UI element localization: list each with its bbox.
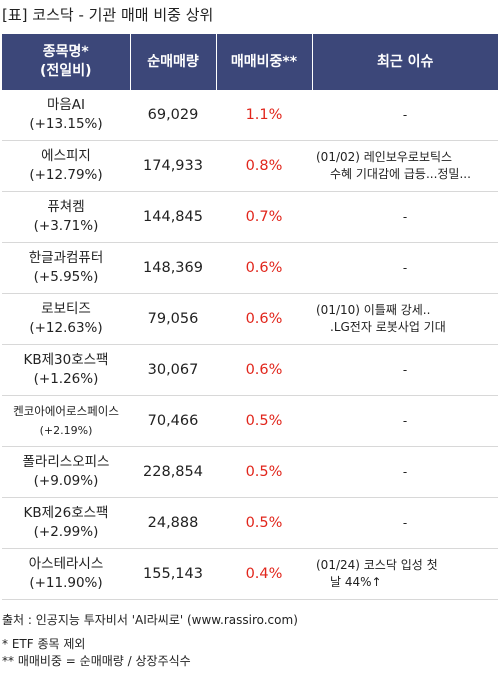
net-volume: 228,854	[130, 446, 216, 498]
header-name-line2: (전일비)	[40, 63, 92, 79]
stock-name[interactable]: 켄코아에어로스페이스	[13, 404, 119, 418]
table-row: 로보티즈 (+12.63%) 79,056 0.6% (01/10) 이틀째 강세...…	[2, 293, 498, 345]
table-row: 한글과컴퓨터 (+5.95%) 148,369 0.6% -	[2, 242, 498, 294]
net-volume: 148,369	[130, 242, 216, 294]
trading-ratio: 0.4%	[216, 548, 312, 600]
trading-ratio: 0.6%	[216, 293, 312, 345]
recent-issue: -	[312, 191, 498, 243]
net-volume: 79,056	[130, 293, 216, 345]
stock-change: (+13.15%)	[29, 116, 103, 132]
stock-name-cell: 마음AI (+13.15%)	[2, 90, 130, 141]
table-row: KB제30호스팩 (+1.26%) 30,067 0.6% -	[2, 344, 498, 396]
net-volume: 70,466	[130, 395, 216, 447]
stock-name-cell: 켄코아에어로스페이스 (+2.19%)	[2, 395, 130, 447]
issue-line1: -	[402, 209, 408, 224]
recent-issue[interactable]: (01/10) 이틀째 강세.. .LG전자 로봇사업 기대	[312, 293, 498, 345]
trading-ratio: 0.5%	[216, 395, 312, 447]
stock-change: (+9.09%)	[33, 473, 99, 489]
stock-name[interactable]: 퓨쳐켐	[47, 199, 85, 215]
trading-ratio: 0.6%	[216, 242, 312, 294]
trading-ratio: 1.1%	[216, 90, 312, 141]
issue-line1: -	[402, 464, 408, 479]
source-note: 출처 : 인공지능 투자비서 'AI라씨로' (www.rassiro.com)	[2, 613, 298, 627]
stock-name[interactable]: KB제30호스팩	[23, 352, 109, 368]
recent-issue: -	[312, 90, 498, 141]
recent-issue: -	[312, 344, 498, 396]
net-volume: 30,067	[130, 344, 216, 396]
stock-name[interactable]: 마음AI	[46, 97, 86, 113]
trading-ratio: 0.8%	[216, 140, 312, 192]
issue-line1: -	[402, 413, 408, 428]
recent-issue: -	[312, 242, 498, 294]
header-issue: 최근 이슈	[312, 34, 498, 90]
issue-line1: (01/10) 이틀째 강세..	[316, 303, 431, 317]
issue-line1: (01/24) 코스닥 입성 첫	[316, 558, 438, 572]
stock-name[interactable]: 폴라리스오피스	[22, 454, 110, 470]
stock-change: (+2.99%)	[33, 524, 99, 540]
trading-ratio: 0.5%	[216, 497, 312, 549]
stock-change: (+3.71%)	[33, 218, 99, 234]
stock-name-cell: 퓨쳐켐 (+3.71%)	[2, 191, 130, 243]
issue-line1: -	[402, 515, 408, 530]
stock-change: (+12.63%)	[29, 320, 103, 336]
stock-name[interactable]: 로보티즈	[41, 301, 91, 317]
trading-ratio: 0.6%	[216, 344, 312, 396]
page-title: [표] 코스닥 - 기관 매매 비중 상위	[2, 6, 214, 24]
net-volume: 24,888	[130, 497, 216, 549]
net-volume: 174,933	[130, 140, 216, 192]
stock-change: (+5.95%)	[33, 269, 99, 285]
institution-trading-table: 종목명* (전일비) 순매매량 매매비중** 최근 이슈 마음AI (+13.15…	[2, 34, 498, 600]
issue-line2: .LG전자 로봇사업 기대	[330, 320, 446, 334]
issue-line1: (01/02) 레인보우로보틱스	[316, 150, 453, 164]
table-row: KB제26호스팩 (+2.99%) 24,888 0.5% -	[2, 497, 498, 549]
stock-name-cell: KB제26호스팩 (+2.99%)	[2, 497, 130, 549]
stock-name[interactable]: 한글과컴퓨터	[28, 250, 104, 266]
table-row: 퓨쳐켐 (+3.71%) 144,845 0.7% -	[2, 191, 498, 243]
recent-issue: -	[312, 446, 498, 498]
issue-line2: 수혜 기대감에 급등...정밀...	[330, 167, 471, 181]
stock-change: (+11.90%)	[29, 575, 103, 591]
recent-issue: -	[312, 497, 498, 549]
stock-name-cell: 에스피지 (+12.79%)	[2, 140, 130, 192]
net-volume: 69,029	[130, 90, 216, 141]
footnote-ratio: ** 매매비중 = 순매매량 / 상장주식수	[2, 654, 191, 668]
header-name-line1: 종목명*	[42, 44, 89, 60]
table-row: 아스테라시스 (+11.90%) 155,143 0.4% (01/24) 코스닥 입성…	[2, 548, 498, 600]
stock-name-cell: 로보티즈 (+12.63%)	[2, 293, 130, 345]
table-row: 켄코아에어로스페이스 (+2.19%) 70,466 0.5% -	[2, 395, 498, 447]
footnote-etf: * ETF 종목 제외	[2, 637, 86, 651]
table-row: 에스피지 (+12.79%) 174,933 0.8% (01/02) 레인보우로보틱스…	[2, 140, 498, 192]
stock-change: (+12.79%)	[29, 167, 103, 183]
net-volume: 144,845	[130, 191, 216, 243]
trading-ratio: 0.5%	[216, 446, 312, 498]
issue-line1: -	[402, 362, 408, 377]
recent-issue: -	[312, 395, 498, 447]
issue-line1: -	[402, 107, 408, 122]
stock-name-cell: 한글과컴퓨터 (+5.95%)	[2, 242, 130, 294]
issue-line2: 날 44%↑	[330, 575, 382, 589]
header-name: 종목명* (전일비)	[2, 34, 131, 90]
net-volume: 155,143	[130, 548, 216, 600]
trading-ratio: 0.7%	[216, 191, 312, 243]
stock-name[interactable]: 아스테라시스	[28, 556, 104, 572]
issue-line1: -	[402, 260, 408, 275]
table-row: 마음AI (+13.15%) 69,029 1.1% -	[2, 90, 498, 141]
stock-change: (+1.26%)	[33, 371, 99, 387]
stock-name-cell: 아스테라시스 (+11.90%)	[2, 548, 130, 600]
stock-name-cell: 폴라리스오피스 (+9.09%)	[2, 446, 130, 498]
stock-name[interactable]: 에스피지	[41, 148, 91, 164]
header-volume: 순매매량	[130, 34, 217, 90]
stock-name[interactable]: KB제26호스팩	[23, 505, 109, 521]
table-row: 폴라리스오피스 (+9.09%) 228,854 0.5% -	[2, 446, 498, 498]
table-header-row: 종목명* (전일비) 순매매량 매매비중** 최근 이슈	[2, 34, 498, 90]
stock-change: (+2.19%)	[39, 424, 93, 437]
stock-name-cell: KB제30호스팩 (+1.26%)	[2, 344, 130, 396]
header-ratio: 매매비중**	[216, 34, 313, 90]
